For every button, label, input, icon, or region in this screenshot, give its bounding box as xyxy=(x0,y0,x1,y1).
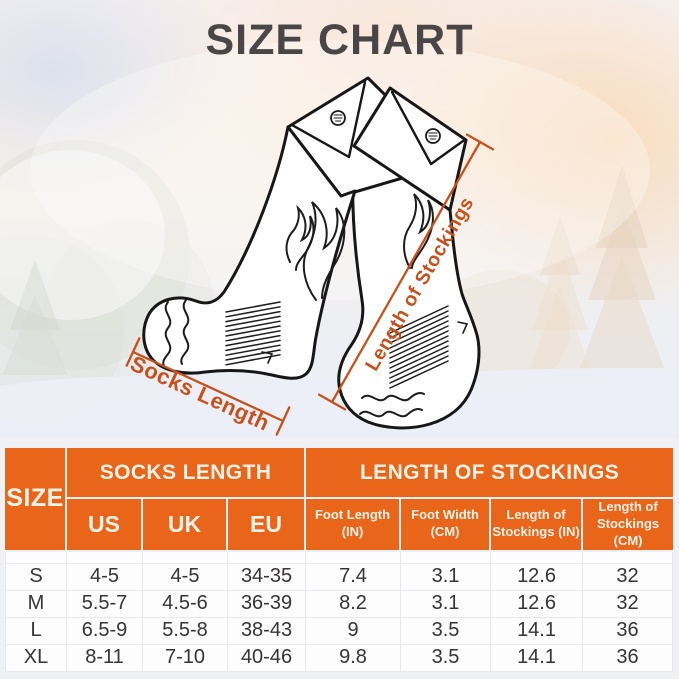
header-socks-length: SOCKS LENGTH xyxy=(67,448,307,499)
left-sock-body xyxy=(142,125,357,380)
cuff-button-icon xyxy=(330,110,346,126)
socks-length-tick-end xyxy=(275,406,291,436)
fir-tree xyxy=(580,255,664,368)
socks-length-line xyxy=(131,350,285,423)
header-stockings-in: Length of Stockings (IN) xyxy=(491,499,584,552)
size-cell: XL xyxy=(5,644,67,672)
cuff-button-icon xyxy=(425,128,441,144)
table-row-s: S 4-5 4-5 34-35 7.4 3.1 12.6 32 xyxy=(5,563,674,591)
fir-tree xyxy=(588,205,656,300)
stockings-length-tick-bottom xyxy=(317,393,347,411)
header-stockings-cm: Length of Stockings (CM) xyxy=(583,499,674,552)
left-size-mark xyxy=(261,351,274,364)
fir-tree xyxy=(540,215,580,275)
header-uk: UK xyxy=(143,499,228,552)
flame-pattern xyxy=(285,204,315,271)
left-toe-waves xyxy=(162,301,172,367)
header-size: SIZE xyxy=(5,448,67,552)
header-foot-width-cm: Foot Width (CM) xyxy=(401,499,492,552)
spacer-row xyxy=(5,551,674,564)
right-cuff-fold xyxy=(390,90,465,166)
cuff-button-detail xyxy=(428,132,438,140)
right-toe-waves xyxy=(361,392,425,402)
size-cell: M xyxy=(5,590,67,618)
stockings-length-line xyxy=(330,140,482,404)
header-length-of-stockings: LENGTH OF STOCKINGS xyxy=(306,448,674,499)
dimension-lines xyxy=(125,133,495,436)
table-row-m: M 5.5-7 4.5-6 36-39 8.2 3.1 12.6 32 xyxy=(5,590,674,618)
page-title: SIZE CHART xyxy=(205,16,474,64)
cuff-button-detail xyxy=(333,114,343,122)
header-eu: EU xyxy=(228,499,307,552)
left-ankle-ribbing xyxy=(225,301,281,366)
header-row-groups: SIZE SOCKS LENGTH LENGTH OF STOCKINGS xyxy=(5,448,674,552)
table-row-xl: XL 8-11 7-10 40-46 9.8 3.5 14.1 36 xyxy=(5,644,674,672)
header-row-sub: US UK EU Foot Length (IN) Foot Width (CM… xyxy=(5,499,674,552)
right-size-mark xyxy=(457,321,469,334)
snowy-tree-blob xyxy=(0,140,190,370)
right-sock-cuff xyxy=(352,86,468,212)
flame-pattern xyxy=(403,193,434,269)
header-foot-length-in: Foot Length (IN) xyxy=(306,499,402,552)
fir-tree xyxy=(524,285,596,385)
socks-length-tick-start xyxy=(125,337,141,367)
left-toe-waves xyxy=(180,299,190,365)
fir-tree xyxy=(2,295,68,375)
table-row-l: L 6.5-9 5.5-8 38-43 9 3.5 14.1 36 xyxy=(5,617,674,645)
size-cell: L xyxy=(5,617,67,645)
size-cell: S xyxy=(5,563,67,591)
snow-ground xyxy=(0,368,679,440)
right-ankle-ribbing xyxy=(389,305,449,389)
header-us: US xyxy=(67,499,143,552)
left-cuff-fold xyxy=(290,80,367,159)
size-chart-table: SIZE SOCKS LENGTH LENGTH OF STOCKINGS US… xyxy=(5,448,674,672)
snow-highlight xyxy=(0,150,165,320)
right-toe-waves xyxy=(359,408,423,418)
fir-tree xyxy=(532,245,588,330)
fir-tree xyxy=(10,260,60,330)
stockings-length-tick-top xyxy=(465,133,495,151)
